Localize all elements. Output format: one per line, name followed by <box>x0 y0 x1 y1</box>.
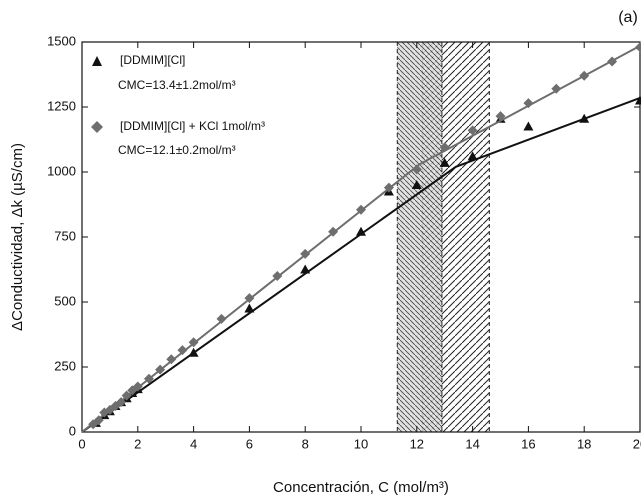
data-point <box>155 364 166 375</box>
x-tick-label: 18 <box>577 436 591 451</box>
y-tick-label: 1500 <box>47 33 76 48</box>
cmc-range <box>397 42 442 432</box>
data-point <box>177 345 188 356</box>
data-point <box>439 142 450 153</box>
legend-label: [DDMIM][Cl] + KCl 1mol/m³ <box>120 119 265 133</box>
data-point <box>635 42 641 53</box>
x-tick-label: 6 <box>246 436 253 451</box>
data-point <box>166 354 177 365</box>
x-tick-label: 16 <box>521 436 535 451</box>
data-point <box>523 98 534 109</box>
x-tick-label: 8 <box>302 436 309 451</box>
legend-label: [DDMIM][Cl] <box>120 53 185 67</box>
data-point <box>411 164 422 175</box>
data-point <box>143 373 154 384</box>
legend-note: CMC=12.1±0.2mol/m³ <box>118 143 236 157</box>
x-tick-label: 0 <box>78 436 85 451</box>
data-point <box>188 347 199 357</box>
data-point <box>383 182 394 193</box>
data-point <box>356 204 366 215</box>
x-tick-label: 2 <box>134 436 141 451</box>
legend-marker <box>92 56 102 66</box>
data-point <box>467 125 478 136</box>
x-tick-label: 12 <box>410 436 424 451</box>
data-point <box>467 151 478 161</box>
y-tick-label: 250 <box>54 358 76 373</box>
data-point <box>635 95 641 105</box>
data-point <box>116 397 127 408</box>
data-point <box>579 113 590 123</box>
data-point <box>132 381 143 392</box>
data-point <box>188 337 199 348</box>
data-point <box>244 303 255 313</box>
y-tick-label: 500 <box>54 293 76 308</box>
y-axis-label: ΔConductividad, Δk (µS/cm) <box>9 143 26 331</box>
x-tick-label: 10 <box>354 436 368 451</box>
data-point <box>579 70 590 81</box>
x-tick-label: 20 <box>633 436 641 451</box>
x-axis-label: Concentración, C (mol/m³) <box>273 479 449 496</box>
x-tick-label: 4 <box>190 436 197 451</box>
data-point <box>244 293 255 304</box>
data-point <box>272 271 283 281</box>
y-tick-label: 0 <box>69 423 76 438</box>
data-point <box>607 56 618 67</box>
legend-marker <box>91 121 103 133</box>
data-point <box>93 415 104 426</box>
fit-line <box>81 45 641 433</box>
data-point <box>300 248 311 259</box>
data-point <box>216 313 227 324</box>
x-tick-label: 14 <box>465 436 479 451</box>
data-point <box>551 83 562 94</box>
data-point <box>439 157 450 167</box>
data-point <box>121 390 132 401</box>
y-tick-label: 750 <box>54 228 76 243</box>
y-tick-label: 1000 <box>47 163 76 178</box>
data-point <box>411 180 422 189</box>
data-point <box>523 121 534 131</box>
fit-line <box>81 96 641 433</box>
legend-note: CMC=13.4±1.2mol/m³ <box>118 78 236 92</box>
data-point <box>356 226 366 236</box>
data-point <box>300 264 311 274</box>
data-point <box>328 226 339 237</box>
data-point <box>495 111 506 122</box>
panel-label: (a) <box>618 9 638 26</box>
y-tick-label: 1250 <box>47 98 76 113</box>
